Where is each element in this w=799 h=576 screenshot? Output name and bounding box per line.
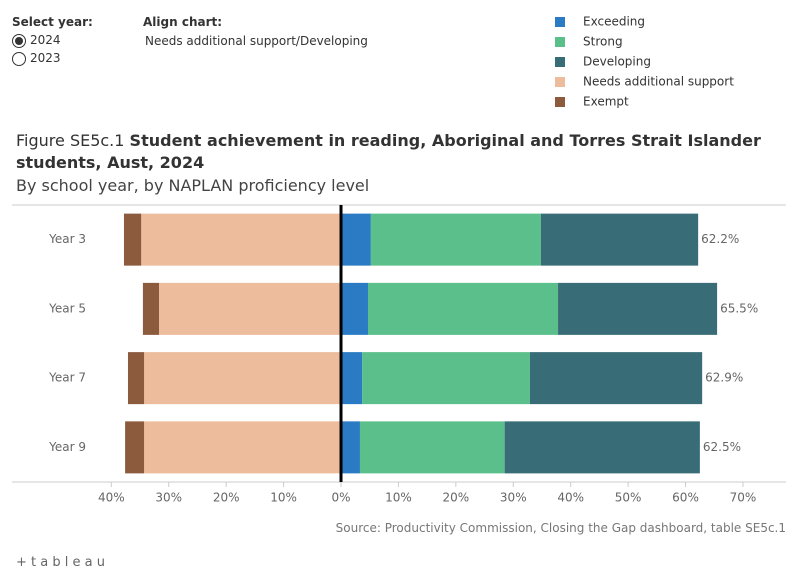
total-label: 65.5% [720,301,758,315]
x-tick-label: 70% [730,491,757,505]
bar-segment [504,421,700,474]
subtitle: By school year, by NAPLAN proficiency le… [16,176,370,195]
legend-swatch [555,37,565,47]
legend-label: Exceeding [583,15,645,29]
legend-label: Strong [583,35,623,49]
x-tick-label: 60% [672,491,699,505]
x-tick-label: 40% [98,491,125,505]
x-tick-label: 20% [443,491,470,505]
bar-segment [341,282,368,335]
bar-segment [367,282,559,335]
legend-swatch [555,57,565,67]
logo[interactable]: + t a b l e a u [16,555,105,570]
x-tick-label: 20% [213,491,240,505]
year-label: Select year: [12,15,93,29]
total-label: 62.5% [703,440,741,454]
bar-segment [341,213,371,266]
x-tick-label: 30% [500,491,527,505]
bar-segment [362,352,530,405]
total-label: 62.9% [705,371,743,385]
radio[interactable] [12,51,26,66]
align-value[interactable]: Needs additional support/Developing [145,34,368,48]
chart-title-block: Figure SE5c.1 Student achievement in rea… [16,130,786,174]
x-tick-label: 40% [557,491,584,505]
x-tick-label: 10% [270,491,297,505]
y-tick-label: Year 5 [48,301,86,315]
y-tick-label: Year 9 [48,440,86,454]
bar-segment [370,213,541,266]
legend-swatch [555,17,565,27]
x-tick-label: 50% [615,491,642,505]
legend-label: Developing [583,55,651,69]
bar-segment [158,282,342,335]
bar-segment [540,213,699,266]
bar-segment [529,352,703,405]
x-tick-label: 10% [385,491,412,505]
radio-text: 2024 [30,33,61,47]
radio[interactable] [12,33,26,48]
legend-swatch [555,77,565,87]
bar-segment [341,421,360,474]
source: Source: Productivity Commission, Closing… [335,521,786,535]
bar-segment [341,352,363,405]
align-label: Align chart: [143,15,223,29]
bar-segment [144,352,342,405]
legend-label: Exempt [583,95,629,109]
y-tick-label: Year 7 [48,371,86,385]
bar-segment [127,352,145,405]
radio-text: 2023 [30,51,61,65]
total-label: 62.2% [701,232,739,246]
title-prefix: Figure SE5c.1 [16,131,125,150]
legend-label: Needs additional support [583,75,734,89]
y-tick-label: Year 3 [48,232,86,246]
radio-option[interactable]: 2023 [12,51,61,66]
bar-segment [142,282,159,335]
legend-swatch [555,97,565,107]
x-tick-label: 0% [331,491,350,505]
bar-segment [359,421,505,474]
bar-segment [144,421,342,474]
radio-option[interactable]: 2024 [12,33,61,48]
chart-title: Student achievement in reading, Aborigin… [16,131,761,172]
bar-segment [141,213,342,266]
bar-segment [125,421,145,474]
x-tick-label: 30% [155,491,182,505]
bar-segment [123,213,142,266]
bar-segment [558,282,718,335]
